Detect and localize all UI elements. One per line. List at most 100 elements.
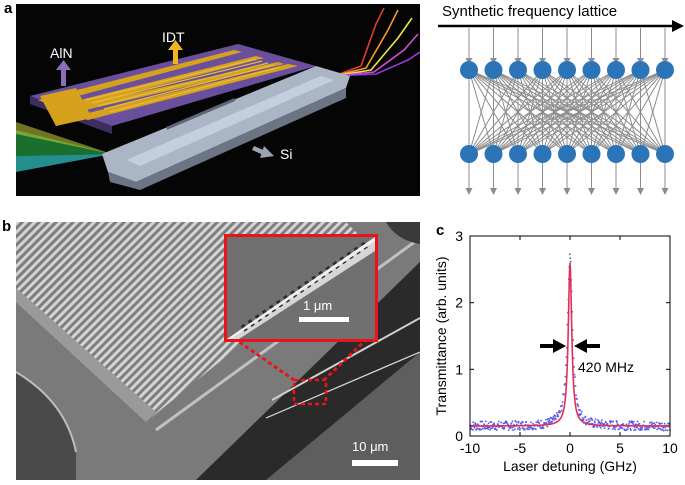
data-point — [556, 412, 558, 414]
data-point — [474, 422, 477, 425]
data-point — [626, 428, 629, 431]
lattice-output-arrowhead — [612, 188, 620, 195]
data-point — [641, 427, 644, 429]
data-point — [497, 420, 500, 423]
x-tick-label: 5 — [616, 440, 624, 456]
data-point — [470, 427, 473, 430]
data-point — [476, 427, 478, 430]
data-point — [530, 421, 532, 424]
data-point — [526, 428, 529, 431]
data-point — [650, 421, 653, 423]
zoom-region-box — [292, 378, 328, 406]
data-point — [651, 426, 654, 428]
data-point — [529, 426, 532, 428]
data-point — [623, 428, 625, 431]
data-point — [574, 385, 577, 387]
data-point — [603, 427, 606, 430]
data-point — [528, 428, 530, 430]
data-point — [488, 426, 491, 428]
data-point — [639, 427, 642, 429]
x-tick-label: 10 — [662, 440, 678, 456]
data-point — [576, 403, 579, 405]
data-point — [638, 422, 641, 425]
lattice-coupling-line — [468, 69, 592, 155]
data-point — [635, 423, 637, 426]
data-point — [623, 429, 626, 431]
data-point — [554, 417, 556, 419]
data-point — [598, 420, 600, 423]
data-point — [483, 423, 486, 425]
x-axis-ticks: -10 -5 0 5 10 — [460, 236, 678, 456]
aln-label: AlN — [50, 45, 73, 61]
data-point — [509, 427, 511, 430]
data-point — [588, 421, 590, 423]
data-point — [652, 422, 654, 425]
data-point — [616, 421, 618, 424]
lattice-coupling-line — [517, 69, 666, 155]
data-point — [622, 423, 625, 425]
data-point — [480, 428, 483, 431]
data-point — [519, 427, 521, 430]
lattice-nodes — [460, 61, 674, 163]
fwhm-arrows — [540, 339, 600, 353]
data-point — [633, 426, 636, 429]
si-arrow — [252, 146, 274, 158]
phc-holes — [166, 98, 236, 130]
lattice-node-bottom — [460, 145, 478, 163]
data-point — [641, 429, 643, 431]
lattice-coupling-line — [468, 69, 519, 155]
data-point — [477, 428, 479, 430]
data-point — [491, 427, 494, 430]
data-point — [644, 426, 646, 428]
data-point — [667, 422, 669, 424]
data-point — [474, 423, 477, 426]
data-point — [628, 420, 631, 423]
data-point — [514, 420, 517, 422]
data-point — [479, 429, 481, 431]
data-point — [609, 420, 611, 422]
data-point — [560, 405, 562, 408]
data-point — [568, 253, 571, 256]
data-point — [578, 413, 581, 416]
data-point — [661, 422, 663, 425]
data-point — [532, 427, 535, 430]
data-point — [508, 426, 511, 428]
data-point — [573, 373, 576, 376]
y-axis-label: Transmittance (arb. units) — [433, 257, 449, 416]
data-point — [631, 421, 634, 424]
data-point — [502, 422, 505, 425]
data-point — [620, 427, 622, 429]
panel-a-letter: a — [4, 0, 13, 17]
lattice-coupling-line — [468, 69, 543, 155]
data-point — [559, 411, 562, 413]
data-point — [636, 426, 638, 429]
data-point — [487, 422, 490, 425]
input-light-rays — [16, 122, 112, 172]
data-point — [617, 428, 620, 431]
data-point — [526, 427, 528, 430]
data-point — [551, 420, 553, 423]
data-point — [573, 366, 575, 368]
data-point — [589, 417, 592, 420]
data-point — [661, 429, 664, 431]
lattice-coupling-line — [615, 69, 666, 155]
data-point — [481, 420, 484, 423]
data-point — [512, 426, 515, 428]
data-point — [646, 428, 649, 431]
data-point — [592, 425, 595, 427]
data-point — [516, 428, 519, 430]
data-point — [584, 415, 587, 418]
data-point — [515, 421, 518, 423]
lattice-node-top — [509, 61, 527, 79]
data-point — [637, 428, 640, 430]
data-point — [541, 427, 543, 429]
data-point — [556, 415, 559, 418]
panel-c-letter: c — [436, 222, 445, 239]
data-point — [658, 422, 660, 424]
data-point — [627, 426, 629, 429]
data-point — [505, 421, 508, 424]
data-point — [580, 410, 583, 413]
data-point — [639, 429, 641, 432]
data-point — [600, 419, 603, 421]
data-point — [506, 422, 509, 425]
